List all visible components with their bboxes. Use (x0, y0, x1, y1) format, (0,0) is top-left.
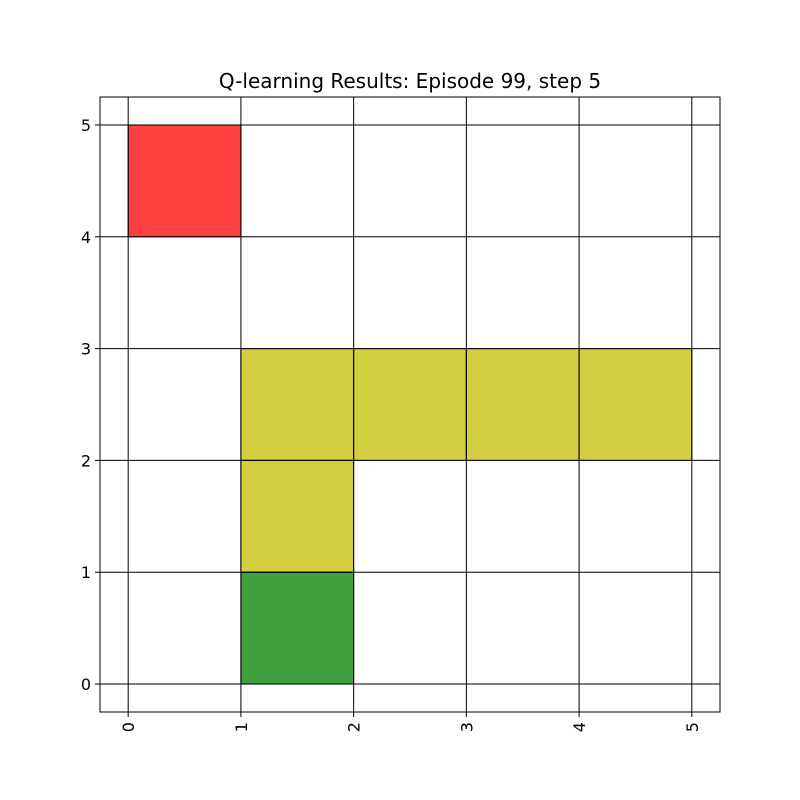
cells-layer (127, 124, 693, 685)
chart-title: Q-learning Results: Episode 99, step 5 (219, 69, 601, 93)
grid-cell-goal-0 (127, 124, 242, 238)
y-tick-label-5: 5 (81, 116, 91, 135)
y-tick-label-0: 0 (81, 675, 91, 694)
x-tick-label-3: 3 (457, 722, 476, 732)
grid-cell-path-4 (578, 348, 693, 461)
x-tick-label-4: 4 (570, 722, 589, 732)
y-tick-label-2: 2 (81, 451, 91, 470)
grid-cell-path-3 (465, 348, 580, 461)
grid-cell-path-2 (353, 348, 467, 461)
y-tick-label-3: 3 (81, 340, 91, 359)
y-tick-label-1: 1 (81, 563, 91, 582)
grid-cell-agent-6 (240, 571, 355, 685)
ticks-layer: 0 1 2 3 4 5 0 1 2 3 4 5 (81, 116, 702, 732)
grid-cell-path-1 (240, 348, 355, 461)
grid-cell-path-5 (240, 459, 355, 573)
y-tick-label-4: 4 (81, 228, 91, 247)
grid-layer (100, 97, 720, 712)
x-tick-label-2: 2 (345, 722, 364, 732)
plot-frame (99, 96, 721, 713)
x-tick-label-1: 1 (232, 722, 251, 732)
x-tick-label-5: 5 (683, 722, 702, 732)
x-tick-label-0: 0 (119, 722, 138, 732)
